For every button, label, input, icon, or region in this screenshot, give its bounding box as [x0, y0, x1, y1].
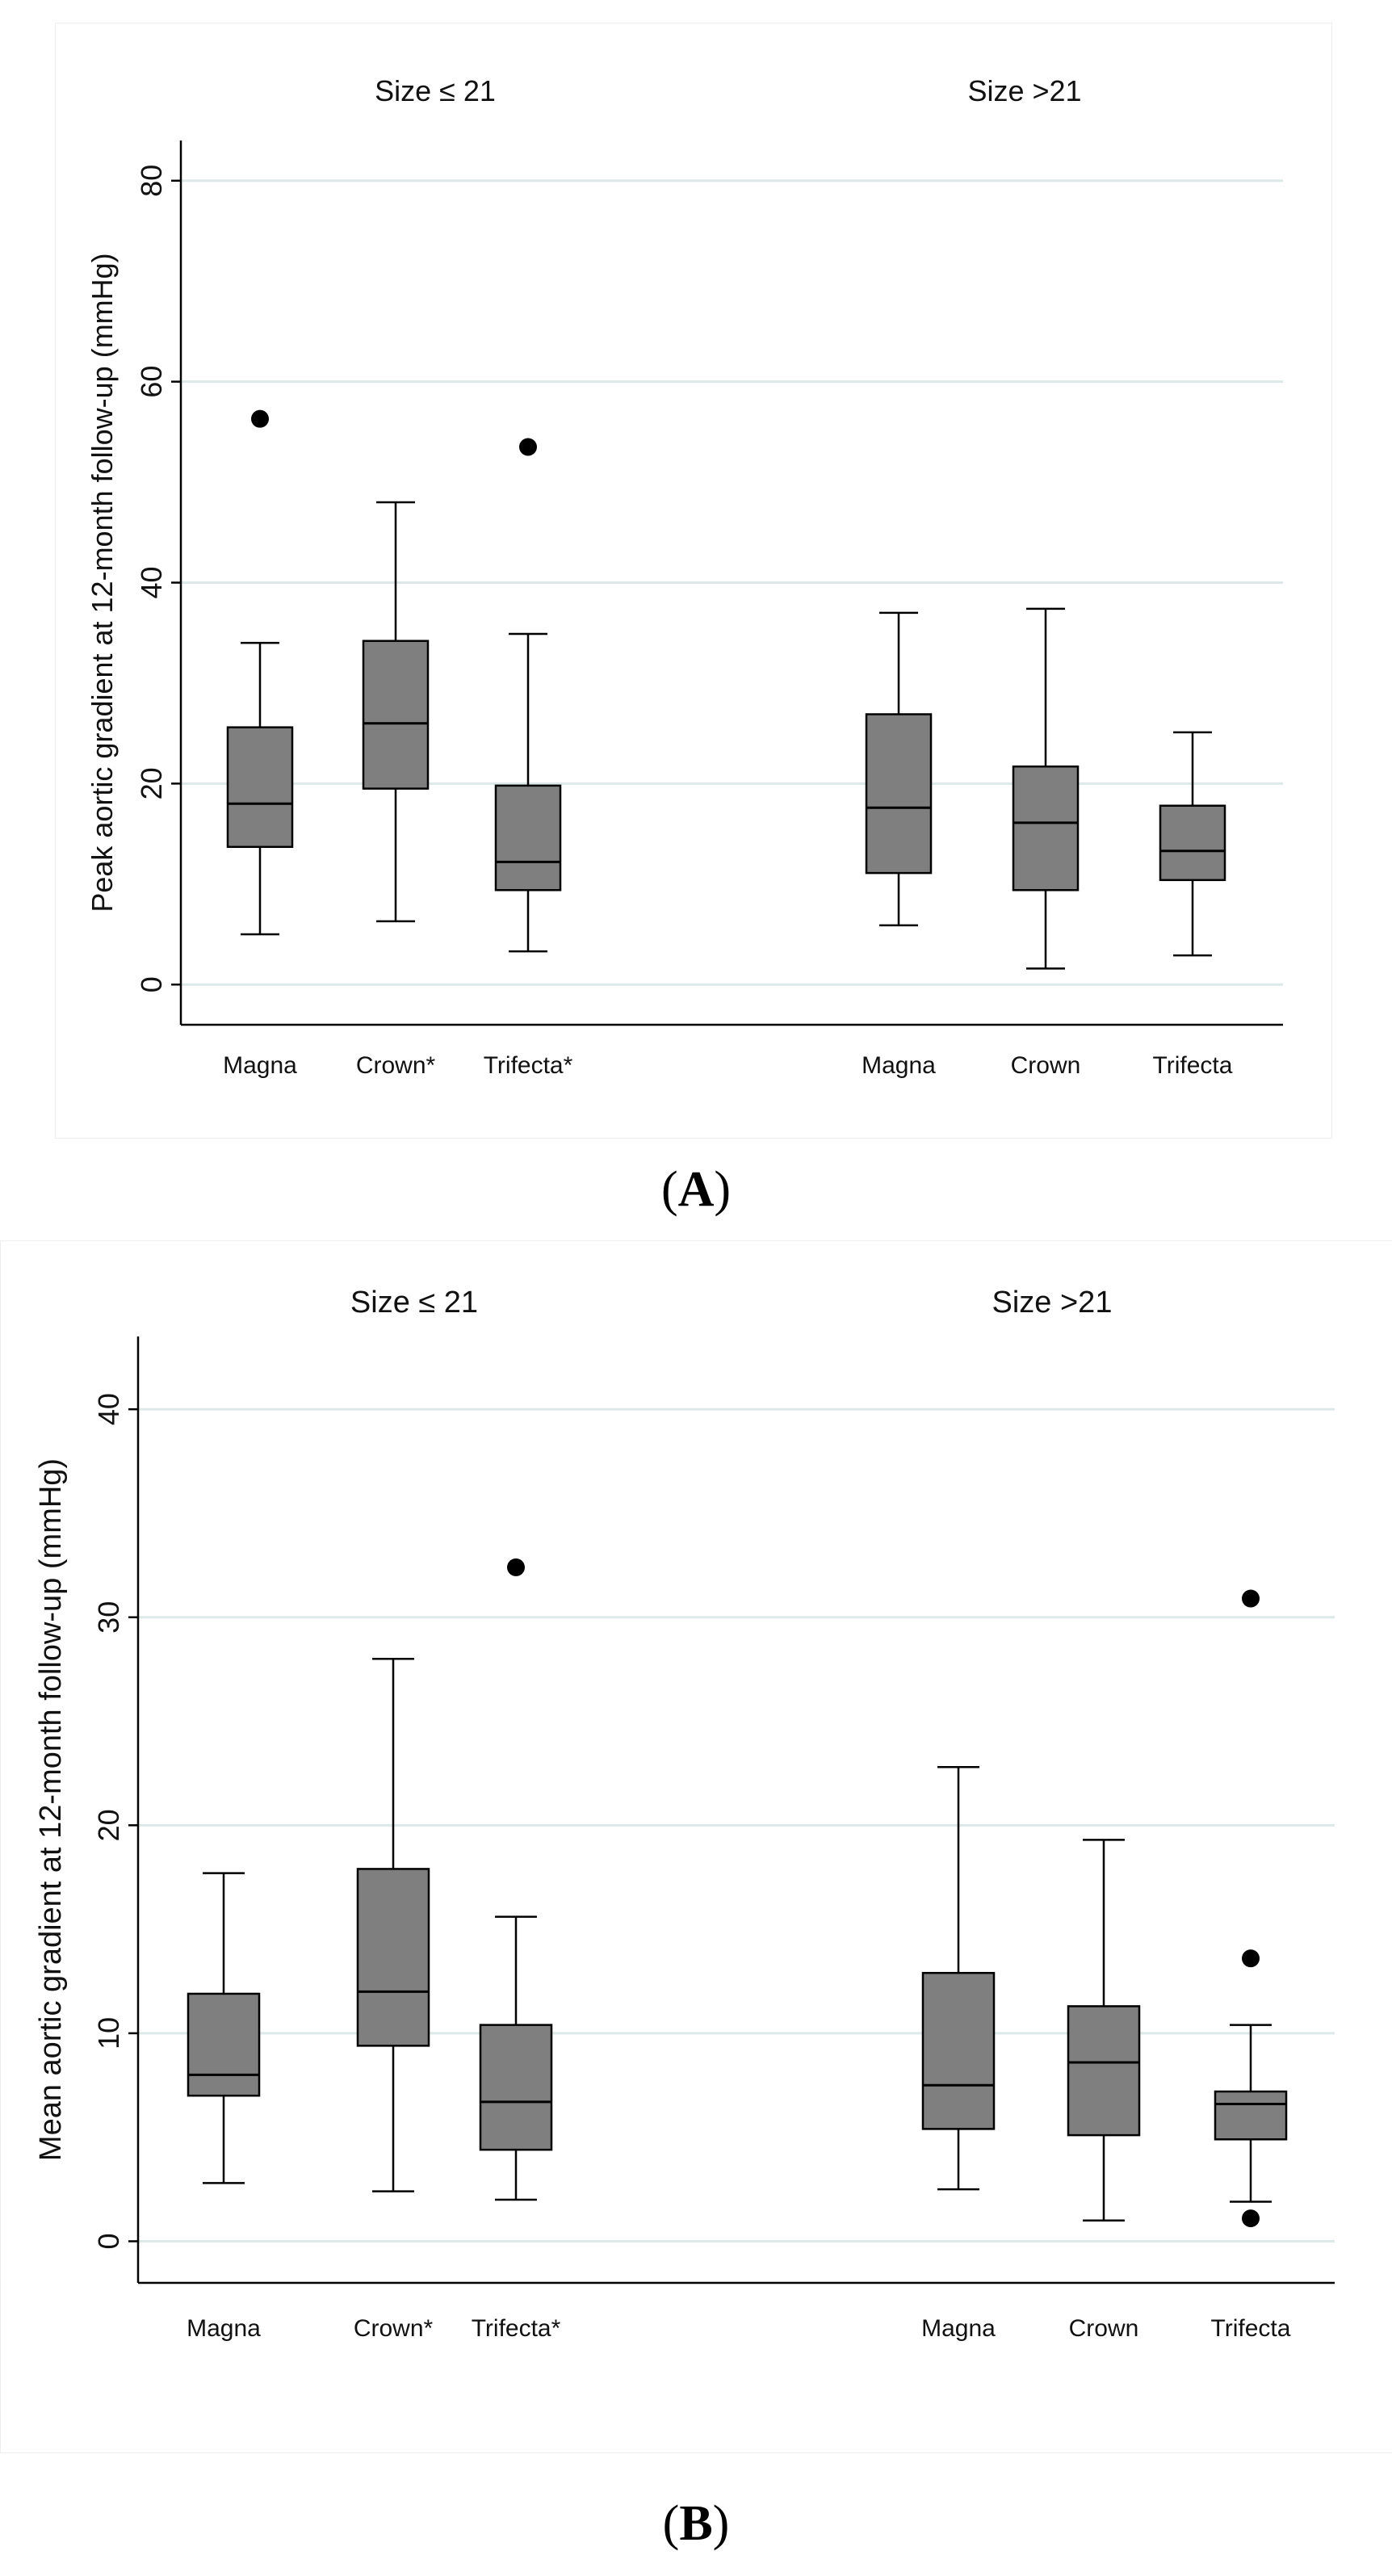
y-axis-label: Mean aortic gradient at 12-month follow-…	[34, 1458, 68, 2161]
box-iqr	[494, 784, 562, 892]
y-tick-label: 80	[135, 165, 168, 197]
box-iqr	[1067, 2005, 1141, 2137]
group-title: Size >21	[967, 74, 1081, 107]
box-iqr	[226, 726, 294, 849]
box-plot-b: 0 10 20 30 40 Mean aortic gradient at 12-mont…	[34, 1286, 1335, 2342]
category-label: Crown*	[354, 2315, 434, 2342]
y-tick-label: 60	[135, 366, 168, 398]
box-plot-a: 0 20 40 60 80 Peak aortic gradient at 12-mont…	[86, 74, 1283, 1079]
y-tick-label: 40	[135, 566, 168, 598]
box-iqr	[1159, 804, 1226, 882]
outlier-point	[251, 409, 269, 428]
outlier-point	[507, 1558, 525, 1576]
category-label: Trifecta	[1153, 1052, 1233, 1079]
category-label: Trifecta*	[472, 2315, 561, 2342]
box-iqr	[865, 713, 933, 875]
y-tick-label: 10	[92, 2017, 125, 2049]
category-label: Magna	[223, 1052, 297, 1079]
y-tick-label: 20	[135, 767, 168, 799]
y-tick-label: 40	[92, 1393, 125, 1425]
box-iqr	[362, 640, 430, 790]
category-label: Trifecta	[1211, 2315, 1291, 2342]
outlier-point	[1242, 1589, 1260, 1608]
y-tick-label: 30	[92, 1601, 125, 1634]
category-label: Trifecta*	[484, 1052, 573, 1079]
category-label: Magna	[862, 1052, 936, 1079]
box-iqr	[921, 1971, 996, 2130]
chart-panel-b: 0 10 20 30 40 Mean aortic gradient at 12-mont…	[0, 1240, 1392, 2453]
category-label: Crown	[1011, 1052, 1081, 1079]
y-tick-label: 20	[92, 1809, 125, 1841]
box-iqr	[1012, 765, 1080, 892]
box-iqr	[1214, 2090, 1288, 2141]
group-title: Size ≤ 21	[375, 74, 496, 107]
panel-label-b: (B)	[662, 2496, 730, 2551]
category-label: Crown*	[356, 1052, 436, 1079]
outlier-point	[519, 438, 537, 456]
box-iqr	[479, 2024, 553, 2151]
outlier-point	[1242, 2209, 1260, 2228]
outlier-point	[1242, 1949, 1260, 1968]
chart-panel-a: 0 20 40 60 80 Peak aortic gradient at 12-mont…	[55, 23, 1332, 1139]
box-iqr	[187, 1992, 261, 2097]
group-title: Size >21	[992, 1286, 1113, 1319]
category-label: Crown	[1069, 2315, 1139, 2342]
y-axis-label: Peak aortic gradient at 12-month follow-…	[86, 253, 119, 912]
box-iqr	[356, 1868, 430, 2047]
panel-label-a: (A)	[660, 1162, 732, 1217]
category-label: Magna	[921, 2315, 996, 2342]
category-label: Magna	[187, 2315, 261, 2342]
y-tick-label: 0	[92, 2233, 125, 2249]
group-title: Size ≤ 21	[350, 1286, 478, 1319]
y-tick-label: 0	[135, 976, 168, 992]
